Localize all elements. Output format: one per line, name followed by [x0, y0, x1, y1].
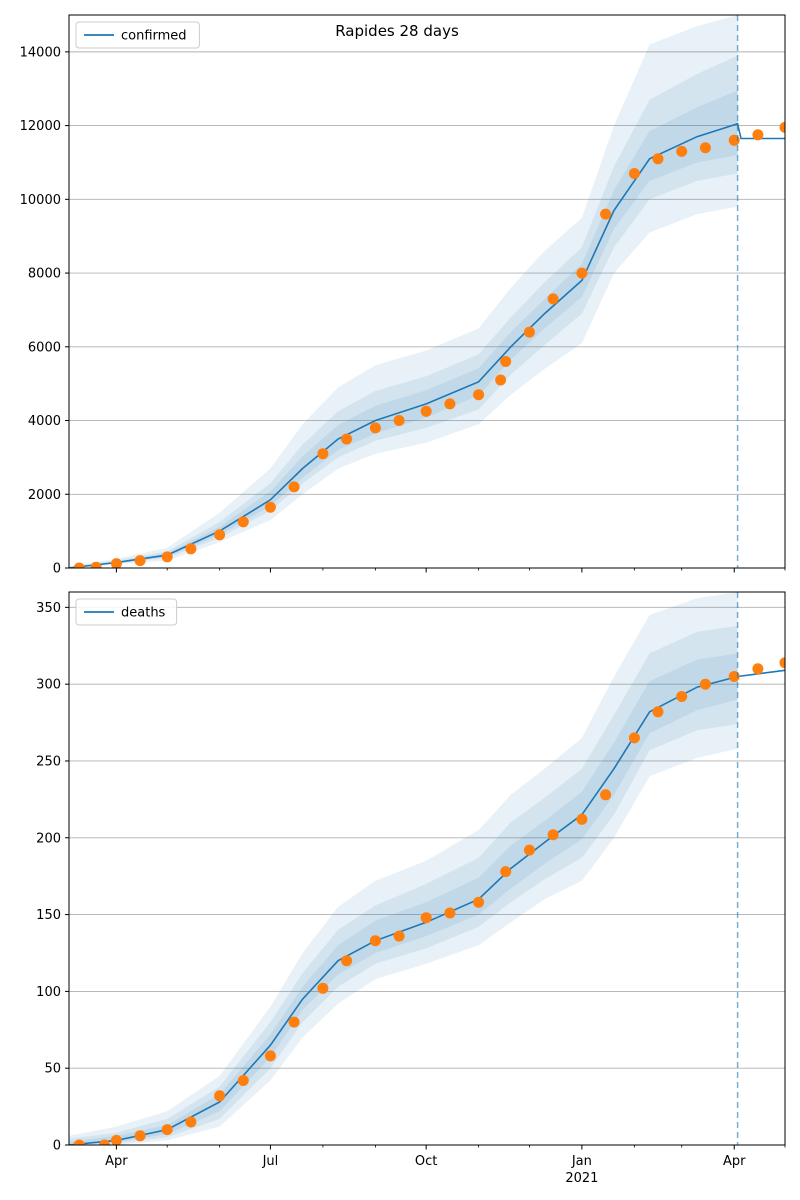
observed-point	[473, 389, 485, 401]
observed-point	[752, 663, 764, 675]
y-tick-label: 0	[53, 1139, 61, 1154]
observed-point	[317, 448, 329, 460]
y-tick-label: 300	[36, 678, 61, 693]
deaths-panel: 0 50 100 150 200 250 300 350 Apr Jul Oct Jan Apr 2021…	[36, 591, 786, 1186]
observed-point	[161, 551, 173, 563]
x-tick-label: Oct	[415, 1154, 437, 1169]
observed-point	[500, 356, 512, 367]
observed-point	[576, 267, 588, 279]
observed-point	[185, 543, 197, 555]
observed-point	[779, 121, 785, 133]
observed-point	[500, 866, 512, 878]
figure-title: Rapides 28 days	[335, 22, 459, 40]
y-tick-label: 2000	[28, 488, 61, 503]
y-tick-label: 250	[36, 754, 61, 769]
observed-point	[369, 935, 381, 947]
observed-point	[676, 691, 688, 702]
observed-point	[547, 293, 559, 305]
legend-box	[75, 21, 200, 49]
observed-point	[214, 529, 226, 541]
observed-point	[264, 501, 276, 513]
observed-point	[161, 1124, 173, 1136]
observed-point	[600, 208, 612, 220]
legend-label: confirmed	[121, 29, 187, 44]
observed-point	[393, 930, 405, 942]
uncertainty-band-inner	[69, 653, 738, 1145]
observed-point	[420, 405, 432, 417]
x-tick-label: Jan	[571, 1154, 592, 1169]
observed-point	[110, 1134, 122, 1145]
confirmed-panel: 0 2000 4000 6000 8000 10000 12000 14000 confirme…	[20, 14, 786, 577]
observed-point	[628, 732, 640, 744]
observed-point	[420, 912, 432, 924]
axes-frame	[68, 14, 786, 569]
y-tick-label: 14000	[20, 45, 61, 60]
observed-point	[393, 415, 405, 426]
y-tick-label: 200	[36, 831, 61, 846]
observed-point	[699, 678, 711, 690]
y-tick-label: 12000	[20, 119, 61, 134]
observed-point	[264, 1050, 276, 1062]
observed-point	[317, 982, 329, 994]
x-year-label: 2021	[565, 1171, 598, 1186]
observed-point	[369, 422, 381, 434]
observed-point	[341, 433, 353, 445]
observed-point	[752, 129, 764, 141]
observed-point	[444, 398, 456, 410]
observed-point	[628, 168, 640, 179]
observed-point	[288, 1016, 300, 1028]
y-tick-label: 350	[36, 601, 61, 616]
uncertainty-band-inner	[69, 90, 738, 568]
observed-point	[523, 844, 535, 856]
observed-point	[699, 142, 711, 154]
y-tick-label: 10000	[20, 193, 61, 208]
y-tick-label: 6000	[28, 340, 61, 355]
observed-point	[288, 481, 300, 493]
observed-point	[341, 955, 353, 967]
legend-label: deaths	[121, 606, 166, 621]
observed-point	[237, 516, 249, 528]
observed-point	[134, 1130, 146, 1142]
observed-point	[676, 145, 688, 157]
observed-point	[134, 555, 146, 567]
observed-point	[90, 561, 102, 568]
x-tick-label: Apr	[105, 1154, 128, 1169]
uncertainty-band-outer	[69, 15, 738, 568]
observed-point	[600, 789, 612, 801]
uncertainty-band-outer	[69, 592, 738, 1145]
observed-point	[495, 374, 507, 386]
observed-point	[99, 1139, 110, 1145]
observed-point	[547, 829, 559, 841]
observed-point	[652, 153, 664, 165]
observed-point	[110, 558, 122, 568]
y-tick-label: 8000	[28, 267, 61, 282]
y-tick-label: 0	[53, 562, 61, 577]
y-tick-label: 4000	[28, 414, 61, 429]
observed-point	[214, 1090, 226, 1102]
observed-point	[576, 813, 588, 825]
observed-point	[652, 706, 664, 718]
uncertainty-band-middle	[69, 55, 738, 568]
y-tick-label: 50	[44, 1062, 61, 1077]
y-tick-label: 150	[36, 908, 61, 923]
observed-point	[185, 1116, 197, 1128]
observed-point	[779, 657, 785, 669]
observed-point	[237, 1075, 249, 1086]
x-tick-label: Apr	[723, 1154, 746, 1169]
observed-point	[444, 907, 456, 919]
x-tick-label: Jul	[262, 1154, 279, 1169]
y-tick-label: 100	[36, 985, 61, 1000]
plot-area	[69, 15, 785, 568]
observed-point	[523, 326, 535, 338]
uncertainty-band-middle	[69, 625, 738, 1145]
observed-point	[73, 1139, 85, 1145]
legend-box	[75, 598, 178, 626]
axes-frame	[68, 591, 786, 1146]
plot-area	[69, 592, 785, 1145]
observed-point	[73, 562, 85, 568]
observed-point	[473, 896, 485, 908]
